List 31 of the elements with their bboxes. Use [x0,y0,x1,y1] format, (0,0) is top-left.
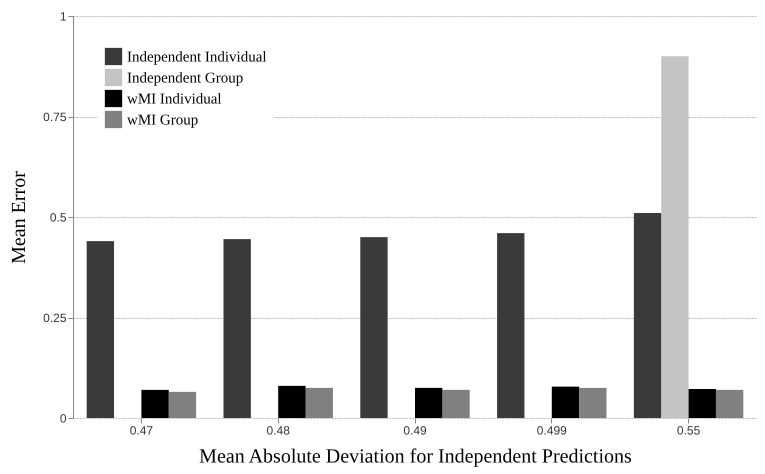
bar [552,386,580,418]
bar [442,390,470,418]
y-axis-title: Mean Error [8,170,30,264]
bar [716,390,744,418]
bar [86,241,114,418]
legend-label: wMI Individual [127,92,222,108]
x-axis-title: Mean Absolute Deviation for Independent Predictions [199,446,632,468]
legend-label: Independent Individual [127,50,267,66]
y-tick-label: 1 [60,10,67,24]
bar [688,389,716,418]
y-tick-label: 0.75 [43,110,67,124]
bar [141,390,169,418]
bar [306,388,333,418]
bar [360,237,388,418]
bar [168,392,196,418]
bar [415,388,442,418]
y-tick-label: 0 [60,412,67,426]
y-tick-label: 0.25 [43,311,67,325]
bar [634,212,662,418]
x-tick-label: 0.48 [266,424,290,438]
x-tick-label: 0.49 [403,424,427,438]
x-tick-label: 0.499 [536,424,568,438]
legend-label: Independent Group [127,70,244,86]
legend-label: wMI Group [127,112,198,128]
bar [278,386,306,418]
bar [579,388,607,418]
y-tick-label: 0.5 [50,210,67,224]
x-tick-label: 0.47 [130,424,154,438]
bar [223,239,251,418]
x-tick-label: 0.55 [676,424,701,438]
bar [497,233,524,418]
